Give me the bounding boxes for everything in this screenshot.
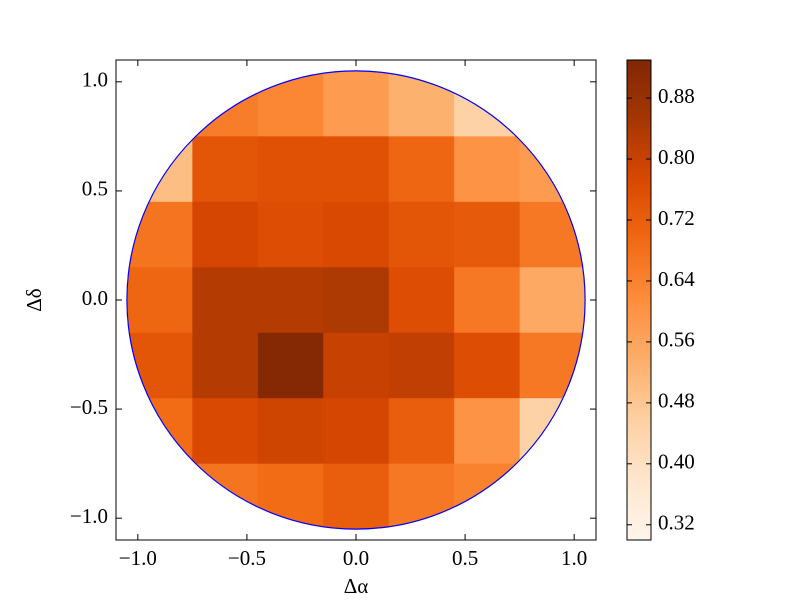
x-tick-label: −1.0 xyxy=(119,546,157,570)
colorbar-tick-label: 0.88 xyxy=(658,84,695,108)
heatmap-cell xyxy=(388,332,455,399)
heatmap-cell xyxy=(126,267,193,334)
heatmap-cell xyxy=(192,70,259,137)
y-axis-label: Δδ xyxy=(22,288,46,312)
heatmap-cell xyxy=(323,332,390,399)
x-tick-label: −0.5 xyxy=(228,546,266,570)
heatmap-cell xyxy=(519,398,586,465)
heatmap-cell xyxy=(454,267,521,334)
heatmap-cell xyxy=(192,136,259,203)
y-tick-label: 0.5 xyxy=(82,177,108,201)
aperture-circle xyxy=(126,70,586,530)
colorbar-tick-label: 0.32 xyxy=(658,511,695,535)
heatmap-cell xyxy=(519,136,586,203)
heatmap-cell xyxy=(323,70,390,137)
colorbar-tick-label: 0.72 xyxy=(658,206,695,230)
x-axis-label: Δα xyxy=(344,574,369,598)
heatmap-cell xyxy=(257,267,324,334)
heatmap-cell xyxy=(454,332,521,399)
colorbar xyxy=(626,59,652,541)
colorbar-tick-label: 0.64 xyxy=(658,267,695,291)
heatmap-cell xyxy=(388,136,455,203)
x-tick-label: 0.5 xyxy=(452,546,478,570)
heatmap-cell xyxy=(323,201,390,268)
x-tick-label: 1.0 xyxy=(561,546,587,570)
y-tick-label: −1.0 xyxy=(70,504,108,528)
heatmap-cell xyxy=(454,70,521,137)
heatmap-cell xyxy=(126,136,193,203)
heatmap-cell xyxy=(257,332,324,399)
heatmap-cell xyxy=(323,136,390,203)
heatmap-cell xyxy=(454,463,521,530)
heatmap-cell xyxy=(454,136,521,203)
heatmap-cell xyxy=(323,398,390,465)
colorbar-tick-label: 0.40 xyxy=(658,450,695,474)
heatmap-cell xyxy=(257,136,324,203)
heatmap-cell xyxy=(126,398,193,465)
heatmap-cell xyxy=(454,201,521,268)
heatmap-cell xyxy=(323,267,390,334)
heatmap-cell xyxy=(454,398,521,465)
y-tick-label: −0.5 xyxy=(70,395,108,419)
heatmap-cell xyxy=(192,201,259,268)
heatmap-cell xyxy=(519,267,586,334)
heatmap-cell xyxy=(323,463,390,530)
heatmap-cell xyxy=(257,201,324,268)
heatmap-cell xyxy=(192,332,259,399)
heatmap-cell xyxy=(388,398,455,465)
colorbar-tick-label: 0.80 xyxy=(658,145,695,169)
heatmap-cell xyxy=(257,398,324,465)
x-tick-label: 0.0 xyxy=(343,546,369,570)
heatmap-cell xyxy=(388,201,455,268)
colorbar-tick-label: 0.56 xyxy=(658,328,695,352)
heatmap-cell xyxy=(192,398,259,465)
heatmap-cell xyxy=(192,463,259,530)
heatmap xyxy=(126,70,586,530)
heatmap-cell xyxy=(388,267,455,334)
y-tick-label: 0.0 xyxy=(82,286,108,310)
y-tick-label: 1.0 xyxy=(82,68,108,92)
colorbar-tick-label: 0.48 xyxy=(658,389,695,413)
heatmap-cell xyxy=(192,267,259,334)
